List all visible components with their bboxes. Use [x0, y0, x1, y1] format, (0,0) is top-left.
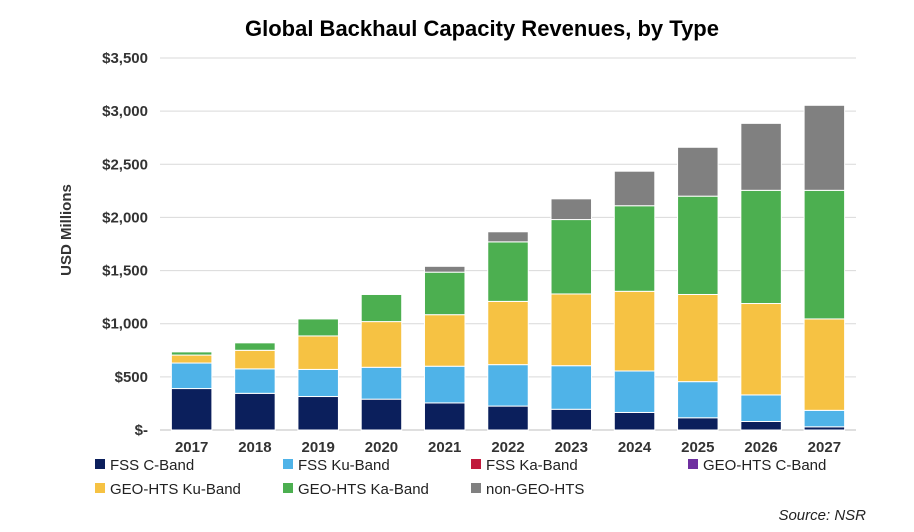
bar-segment	[550, 219, 593, 295]
legend-label: GEO-HTS Ka-Band	[298, 481, 429, 498]
y-tick-label: $500	[115, 369, 148, 386]
bar-segment	[550, 293, 593, 367]
bar-segment	[297, 368, 339, 398]
legend-item: FSS Ka-Band	[471, 457, 578, 474]
chart-title: Global Backhaul Capacity Revenues, by Ty…	[245, 16, 719, 41]
x-tick-label: 2018	[238, 439, 271, 456]
legend-label: GEO-HTS Ku-Band	[110, 481, 241, 498]
bar-segment	[740, 394, 782, 422]
bar-segment	[234, 392, 276, 431]
x-tick-label: 2020	[365, 439, 398, 456]
bar-segment	[550, 198, 593, 221]
x-tick-label: 2026	[744, 439, 777, 456]
bar-segment	[803, 189, 846, 320]
legend-label: FSS C-Band	[110, 457, 194, 474]
bars	[170, 104, 846, 431]
legend-swatch	[95, 483, 105, 493]
bar-segment	[423, 365, 466, 404]
bar-segment	[677, 417, 719, 431]
y-tick-labels: $- $500 $1,000 $1,500 $2,000 $2,500 $3,000 $3,5…	[102, 50, 148, 439]
bar-segment	[803, 104, 846, 191]
bar-segment	[740, 303, 782, 396]
x-tick-label: 2025	[681, 439, 714, 456]
bar-segment	[803, 409, 846, 428]
bar-segment	[487, 231, 529, 243]
bar-segment	[487, 241, 529, 302]
y-axis-label: USD Millions	[58, 184, 75, 276]
legend-item: GEO-HTS Ku-Band	[95, 481, 241, 498]
bar-segment	[487, 364, 529, 407]
bar-segment	[170, 351, 213, 356]
bar-segment	[613, 170, 656, 207]
legend-label: GEO-HTS C-Band	[703, 457, 826, 474]
bar-segment	[234, 342, 276, 351]
legend-swatch	[283, 483, 293, 493]
bar-segment	[677, 293, 719, 383]
bar-segment	[360, 293, 403, 323]
bar-segment	[423, 271, 466, 316]
bar-segment	[170, 354, 213, 364]
bar-segment	[550, 365, 593, 410]
legend-item: non-GEO-HTS	[471, 481, 584, 498]
bar-segment	[423, 265, 466, 273]
legend-item: FSS Ku-Band	[283, 457, 390, 474]
x-tick-label: 2027	[808, 439, 841, 456]
legend-swatch	[283, 459, 293, 469]
bar-segment	[297, 335, 339, 370]
legend-item: GEO-HTS C-Band	[688, 457, 826, 474]
legend-label: FSS Ka-Band	[486, 457, 578, 474]
legend-label: non-GEO-HTS	[486, 481, 584, 498]
x-tick-labels: 2017 2018 2019 2020 2021 2022 2023 2024 2025 2026…	[175, 439, 841, 456]
bar-segment	[803, 318, 846, 411]
y-tick-label: $3,000	[102, 103, 148, 120]
bar-segment	[487, 300, 529, 366]
bar-segment	[360, 366, 403, 400]
x-tick-label: 2017	[175, 439, 208, 456]
bar-segment	[677, 195, 719, 295]
bar-segment	[360, 321, 403, 368]
bar-segment	[360, 398, 403, 431]
legend-item: GEO-HTS Ka-Band	[283, 481, 429, 498]
legend-swatch	[688, 459, 698, 469]
bar-segment	[613, 370, 656, 413]
legend-item: FSS C-Band	[95, 457, 194, 474]
source-note: Source: NSR	[778, 507, 866, 524]
bar-segment	[170, 362, 213, 390]
bar-segment	[234, 368, 276, 394]
legend: FSS C-Band FSS Ku-Band FSS Ka-Band GEO-HTS …	[95, 457, 826, 498]
bar-segment	[677, 146, 719, 197]
bar-segment	[423, 402, 466, 431]
bar-segment	[487, 405, 529, 431]
legend-swatch	[471, 483, 481, 493]
x-tick-label: 2023	[555, 439, 588, 456]
legend-swatch	[471, 459, 481, 469]
y-tick-label: $2,500	[102, 156, 148, 173]
bar-segment	[677, 381, 719, 419]
bar-segment	[613, 205, 656, 292]
legend-swatch	[95, 459, 105, 469]
bar-segment	[613, 411, 656, 431]
x-tick-label: 2024	[618, 439, 652, 456]
bar-segment	[550, 408, 593, 431]
bar-segment	[297, 318, 339, 337]
y-tick-label: $3,500	[102, 50, 148, 67]
bar-segment	[170, 388, 213, 431]
bar-segment	[740, 122, 782, 191]
bar-segment	[234, 349, 276, 370]
x-tick-label: 2022	[491, 439, 524, 456]
y-tick-label: $1,500	[102, 263, 148, 280]
bar-segment	[297, 396, 339, 431]
y-tick-label: $1,000	[102, 316, 148, 333]
bar-segment	[613, 290, 656, 372]
y-tick-label: $2,000	[102, 209, 148, 226]
bar-segment	[423, 314, 466, 367]
x-tick-label: 2019	[301, 439, 334, 456]
legend-label: FSS Ku-Band	[298, 457, 390, 474]
x-tick-label: 2021	[428, 439, 461, 456]
y-tick-label: $-	[135, 422, 148, 439]
bar-segment	[740, 420, 782, 431]
bar-segment	[740, 189, 782, 305]
